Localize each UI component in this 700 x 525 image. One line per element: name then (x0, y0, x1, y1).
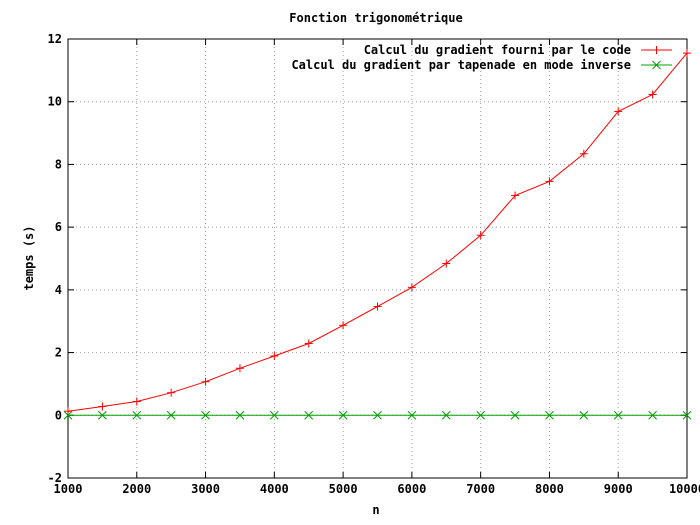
x-tick-label-6: 7000 (466, 482, 495, 496)
y-tick-label-5: 8 (55, 157, 62, 171)
tick-labels: -2 0 2 4 6 8 10 12 1000 2000 3000 4000 5000 6000 7000 8… (48, 32, 700, 496)
series-0-point-0 (64, 407, 72, 416)
series-0-point-15 (579, 149, 588, 158)
y-tick-label-3: 4 (55, 283, 62, 297)
series-1-point-14 (545, 410, 554, 420)
grid (68, 39, 687, 478)
chart-title: Fonction trigonométrique (289, 11, 462, 25)
x-tick-label-5: 6000 (397, 482, 426, 496)
series-1-point-6 (269, 410, 279, 420)
y-tick-label-2: 2 (55, 346, 62, 360)
series-0-point-1 (98, 402, 107, 411)
series-1-point-0 (63, 410, 73, 420)
series-1-point-15 (579, 410, 589, 420)
series-1-point-2 (132, 410, 142, 420)
x-tick-label-7: 8000 (535, 482, 564, 496)
axes (67, 38, 688, 479)
x-tick-label-1: 2000 (122, 482, 151, 496)
x-tick-label-9: 10000 (669, 482, 700, 496)
series-0-point-18 (683, 49, 691, 58)
x-tick-label-2: 3000 (191, 482, 220, 496)
x-tick-label-3: 4000 (260, 482, 289, 496)
series-1-point-1 (98, 410, 107, 420)
series-1-point-17 (648, 410, 657, 420)
series-1-point-16 (613, 410, 623, 420)
series-0-point-5 (235, 364, 244, 373)
y-tick-label-4: 6 (55, 220, 62, 234)
y-tick-label-0: -2 (48, 471, 62, 485)
series-0-point-13 (511, 191, 520, 200)
series-1-point-5 (235, 410, 245, 420)
legend-label-0: Calcul du gradient fourni par le code (364, 43, 631, 57)
series-0-point-14 (545, 177, 554, 186)
series-0-point-6 (270, 352, 279, 361)
plot-frame (67, 38, 688, 479)
series-1-point-8 (338, 410, 348, 420)
y-tick-label-7: 12 (48, 32, 62, 46)
series-0-point-8 (339, 321, 348, 330)
series-0-point-4 (201, 377, 210, 386)
series-0-point-7 (304, 339, 313, 348)
legend-label-1: Calcul du gradient par tapenade en mode … (291, 58, 631, 72)
x-tick-label-0: 1000 (54, 482, 83, 496)
x-axis-label: n (372, 503, 379, 517)
x-tick-label-4: 5000 (329, 482, 358, 496)
y-tick-label-1: 0 (55, 408, 62, 422)
series-0-point-17 (648, 90, 657, 99)
series-1-point-10 (407, 410, 417, 420)
series-0-point-2 (132, 397, 141, 406)
series-1-point-11 (441, 410, 451, 420)
series-1-point-7 (304, 410, 314, 420)
series-1-point-3 (166, 410, 176, 420)
legend: Calcul du gradient fourni par le codeCal… (291, 43, 672, 72)
series-0-point-16 (614, 107, 623, 116)
legend-marker-1 (652, 60, 661, 70)
series-0-point-9 (373, 302, 382, 311)
series (63, 49, 692, 420)
series-1-point-4 (201, 410, 210, 420)
series-0-point-12 (476, 231, 485, 240)
series-1-point-9 (373, 410, 382, 420)
series-line-0 (67, 52, 688, 412)
x-tick-label-8: 9000 (604, 482, 633, 496)
series-1-point-13 (510, 410, 520, 420)
legend-marker-0 (652, 46, 661, 54)
series-1-point-12 (476, 410, 486, 420)
y-axis-label: temps (s) (22, 225, 36, 290)
series-0-point-11 (442, 259, 451, 268)
y-tick-label-6: 10 (48, 95, 62, 109)
series-1-point-18 (682, 410, 692, 420)
series-0-point-3 (167, 388, 176, 397)
series-0-point-10 (407, 283, 416, 292)
